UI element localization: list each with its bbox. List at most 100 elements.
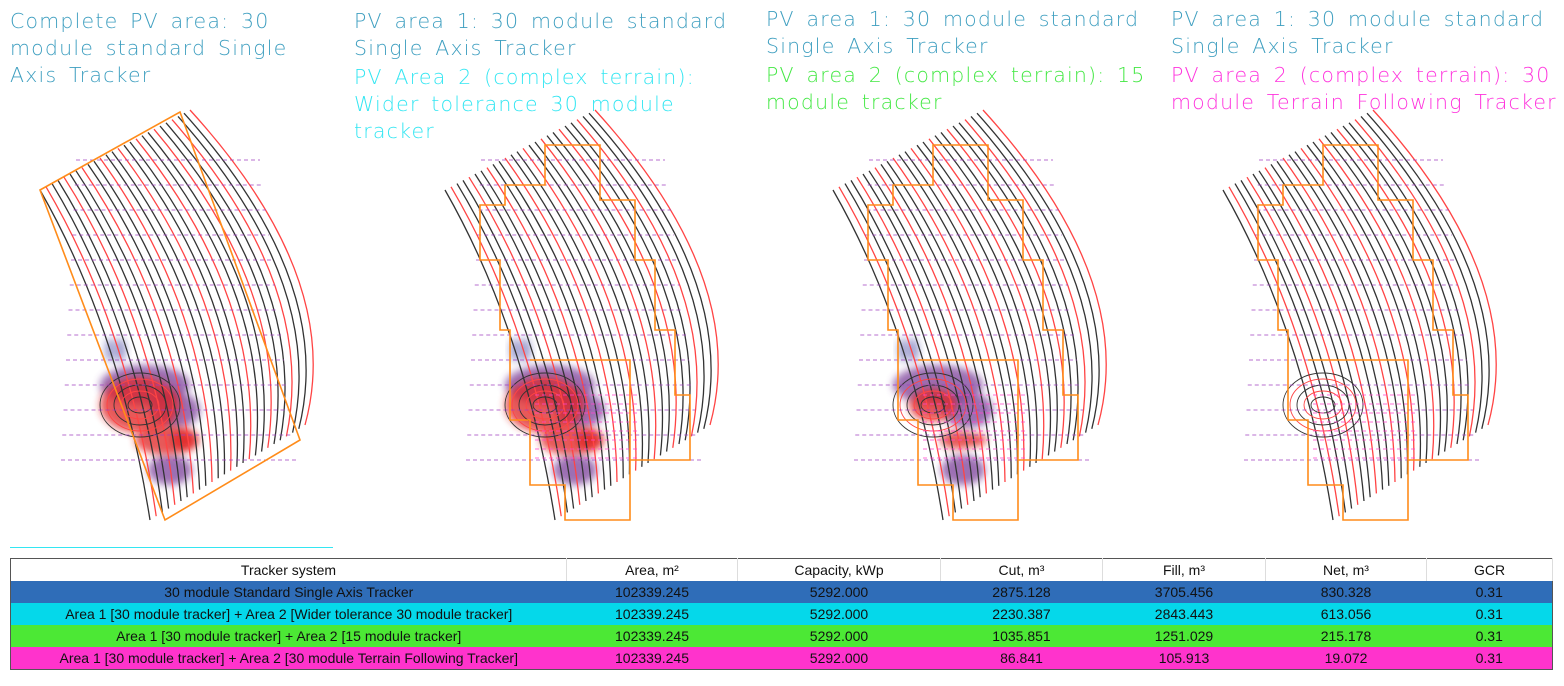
contour-line (976, 112, 1100, 429)
cell-gcr: 0.31 (1426, 647, 1553, 670)
contour-line (147, 131, 265, 452)
contour-ring (1303, 390, 1343, 420)
contour-line (99, 157, 213, 483)
contour-ring (1296, 384, 1350, 426)
table-row: 30 module Standard Single Axis Tracker 1… (10, 581, 1553, 603)
cell-capacity: 5292.000 (737, 603, 941, 625)
contour-line (922, 141, 1038, 464)
cell-cut: 1035.851 (940, 625, 1103, 647)
contour-line (588, 112, 712, 429)
contour-line (582, 115, 705, 433)
contour-line (1306, 144, 1422, 467)
contour-line (39, 189, 151, 521)
contour-line (69, 173, 182, 502)
contour-line (1228, 186, 1340, 517)
cell-fill: 2843.443 (1102, 603, 1266, 625)
contour-line (1294, 151, 1409, 475)
contour-line (540, 138, 657, 460)
contour-ring (106, 378, 174, 432)
contour-ring (113, 384, 167, 426)
panel-title-1: Complete PV area: 30 module standard Sing… (10, 9, 288, 87)
panel-subtitle-2: PV Area 2 (complex terrain): Wider tolera… (354, 65, 695, 143)
cell-net: 19.072 (1265, 647, 1427, 670)
contour-line (504, 157, 618, 483)
contour-line (1264, 167, 1378, 494)
contour-line (177, 115, 300, 433)
contour-line (1342, 125, 1462, 445)
contour-ring (504, 372, 586, 438)
contour-line (1372, 109, 1497, 426)
contour-line (910, 148, 1025, 471)
contour-line (1276, 160, 1390, 486)
contour-line (874, 167, 988, 494)
cell-area: 102339.245 (566, 647, 738, 670)
contour-line (558, 128, 677, 448)
contour-line (964, 119, 1086, 437)
contour-line (123, 144, 239, 467)
cell-tracker-system: 30 module Standard Single Axis Tracker (10, 581, 567, 603)
table-row: Area 1 [30 module tracker] + Area 2 [Wid… (10, 603, 1553, 625)
contour-line (934, 135, 1052, 456)
panel-subtitle-4: PV area 2 (complex terrain): 30 module Te… (1171, 63, 1557, 114)
contour-line (546, 135, 664, 456)
contour-line (1252, 173, 1365, 502)
contour-ring (1282, 372, 1364, 438)
cell-capacity: 5292.000 (737, 647, 941, 670)
contour-line (75, 170, 188, 498)
contour-line (1336, 128, 1455, 448)
cell-area: 102339.245 (566, 581, 738, 603)
cell-net: 830.328 (1265, 581, 1427, 603)
contour-line (516, 151, 631, 475)
contour-ring (518, 384, 572, 426)
contour-line (129, 141, 245, 464)
header-cut: Cut, m³ (940, 558, 1103, 581)
contour-line (594, 109, 719, 426)
cell-tracker-system: Area 1 [30 module tracker] + Area 2 [30 … (10, 647, 567, 670)
contour-line (552, 131, 670, 452)
contour-ring (525, 390, 565, 420)
contour-line (862, 173, 975, 502)
header-area: Area, m² (566, 558, 738, 581)
cell-gcr: 0.31 (1426, 581, 1553, 603)
contour-line (880, 164, 994, 490)
contour-line (1282, 157, 1396, 483)
contour-line (916, 144, 1032, 467)
contour-ring (1289, 378, 1357, 432)
site-drawings (39, 109, 1497, 522)
contour-line (1270, 164, 1384, 490)
contour-line (522, 148, 637, 471)
contour-line (189, 109, 314, 426)
contour-line (1312, 141, 1428, 464)
panel-drawing-terrain-following (1222, 109, 1497, 521)
site-boundary (479, 144, 691, 521)
contour-line (1234, 183, 1347, 513)
contour-line (898, 154, 1012, 479)
contour-line (105, 154, 219, 479)
site-boundary (1257, 144, 1469, 521)
contour-line (1246, 176, 1359, 505)
divider-line (10, 547, 333, 548)
contour-line (510, 154, 624, 479)
area-2-boundary (530, 359, 631, 460)
contour-line (135, 138, 252, 460)
contour-line (952, 125, 1072, 445)
cell-area: 102339.245 (566, 603, 738, 625)
contour-line (946, 128, 1065, 448)
panel-title-4: PV area 1: 30 module standard Single Axis… (1171, 7, 1545, 58)
cell-cut: 2875.128 (940, 581, 1103, 603)
cut-fill-area (100, 377, 180, 433)
panel-subtitle-3: PV area 2 (complex terrain): 15 module tr… (766, 63, 1146, 114)
contour-line (159, 125, 279, 445)
contour-line (832, 189, 944, 521)
cell-gcr: 0.31 (1426, 603, 1553, 625)
contour-line (1318, 138, 1435, 460)
contour-line (1360, 115, 1483, 433)
contour-line (1354, 119, 1476, 437)
contour-line (1330, 131, 1448, 452)
contour-line (117, 148, 232, 471)
cell-cut: 2230.387 (940, 603, 1103, 625)
cell-fill: 1251.029 (1102, 625, 1266, 647)
header-tracker-system: Tracker system (10, 558, 567, 581)
header-fill: Fill, m³ (1102, 558, 1266, 581)
panel-title-3: PV area 1: 30 module standard Single Axis… (766, 7, 1140, 58)
